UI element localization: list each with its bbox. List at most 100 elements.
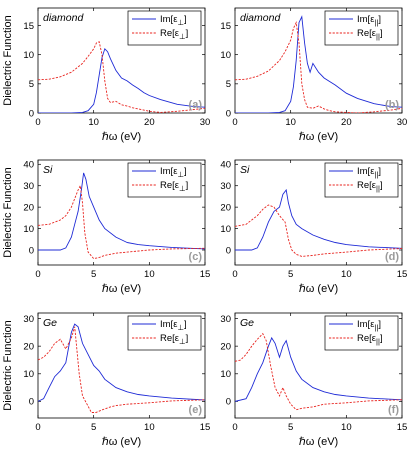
legend-entry: Im[ε||] xyxy=(357,166,381,179)
y-tick-label: 20 xyxy=(220,202,231,213)
axes-frame xyxy=(37,159,206,266)
x-axis-label: ℏω (eV) xyxy=(102,283,141,295)
x-axis-label: ℏω (eV) xyxy=(299,283,338,295)
legend-entry: Re[ε⊥] xyxy=(160,28,188,41)
panel-tag: (a) xyxy=(189,99,203,111)
x-tick-label: 10 xyxy=(341,422,352,433)
y-tick-label: 20 xyxy=(23,341,34,352)
y-tick-label: 0 xyxy=(226,245,231,256)
legend-entry: Re[ε||] xyxy=(357,333,383,346)
panel-e: 0 5 10 15 0 10 20 30 Ge (e) Im[ε⊥]Re[ε⊥] ℏω (eV) Die… xyxy=(2,312,211,448)
series-im-line xyxy=(235,336,402,402)
x-tick-label: 30 xyxy=(200,117,211,128)
x-tick-label: 5 xyxy=(288,269,293,280)
legend: Im[ε⊥]Re[ε⊥] xyxy=(127,10,202,46)
x-tick-label: 10 xyxy=(285,117,296,128)
x-tick-label: 15 xyxy=(200,269,211,280)
panel-tag: (c) xyxy=(189,251,203,263)
panel-tag: (e) xyxy=(189,404,203,416)
series-im-line xyxy=(38,172,205,251)
material-label: Ge xyxy=(43,317,57,329)
axes-frame xyxy=(234,7,403,114)
y-tick-label: 40 xyxy=(23,160,34,171)
x-axis-label: ℏω (eV) xyxy=(299,436,338,448)
x-tick-label: 20 xyxy=(341,117,352,128)
panel-tag: (b) xyxy=(385,99,399,111)
x-tick-label: 0 xyxy=(35,269,40,280)
series-re-line xyxy=(235,204,402,257)
series-im-line xyxy=(235,188,402,251)
y-tick-label: 0 xyxy=(29,397,34,408)
y-tick-label: 20 xyxy=(23,202,34,213)
x-tick-label: 20 xyxy=(144,117,155,128)
y-tick-label: 0 xyxy=(226,397,231,408)
axes-frame xyxy=(37,312,206,419)
x-tick-label: 10 xyxy=(88,117,99,128)
legend-box xyxy=(324,162,399,198)
series-re-line xyxy=(38,326,205,413)
x-axis-label: ℏω (eV) xyxy=(299,131,338,143)
series-re-line xyxy=(235,332,402,411)
panel-a: 0 10 20 30 0 5 10 15 diamond (a) Im[ε⊥]Re[ε⊥] ℏω (e… xyxy=(2,7,211,143)
series-im-line xyxy=(235,15,402,113)
legend: Im[ε||]Re[ε||] xyxy=(324,10,399,46)
legend: Im[ε⊥]Re[ε⊥] xyxy=(127,315,202,351)
panel-f: 0 5 10 15 0 10 20 30 Ge (f) Im[ε||]Re[ε||] ℏω (eV) xyxy=(220,312,408,448)
x-tick-label: 30 xyxy=(397,117,408,128)
panel-tag: (d) xyxy=(385,251,399,263)
y-tick-label: 5 xyxy=(226,79,231,90)
material-label: Si xyxy=(43,164,53,176)
legend: Im[ε||]Re[ε||] xyxy=(324,315,399,351)
y-tick-label: 15 xyxy=(23,21,34,32)
legend-box xyxy=(127,315,202,351)
y-tick-label: 10 xyxy=(23,224,34,235)
x-tick-label: 5 xyxy=(91,422,96,433)
legend-entry: Im[ε⊥] xyxy=(160,14,187,27)
material-label: Si xyxy=(240,164,250,176)
legend-entry: Im[ε||] xyxy=(357,319,381,332)
material-label: diamond xyxy=(43,12,84,24)
y-tick-label: 10 xyxy=(220,50,231,61)
x-tick-label: 0 xyxy=(232,117,237,128)
legend-entry: Re[ε||] xyxy=(357,28,383,41)
x-tick-label: 10 xyxy=(144,422,155,433)
series-im-line xyxy=(38,323,205,402)
y-tick-label: 30 xyxy=(23,181,34,192)
y-tick-label: 0 xyxy=(29,108,34,119)
legend-box xyxy=(324,315,399,351)
x-tick-label: 10 xyxy=(341,269,352,280)
y-tick-label: 0 xyxy=(226,108,231,119)
series-re-line xyxy=(235,21,402,113)
x-tick-label: 15 xyxy=(200,422,211,433)
legend: Im[ε||]Re[ε||] xyxy=(324,162,399,198)
legend-entry: Im[ε⊥] xyxy=(160,166,187,179)
panel-tag: (f) xyxy=(388,404,399,416)
legend-box xyxy=(324,10,399,46)
x-tick-label: 5 xyxy=(91,269,96,280)
x-tick-label: 0 xyxy=(35,117,40,128)
x-axis-label: ℏω (eV) xyxy=(102,131,141,143)
x-tick-label: 10 xyxy=(144,269,155,280)
y-axis-label: Dielectric Function xyxy=(2,167,14,257)
y-tick-label: 40 xyxy=(220,160,231,171)
y-tick-label: 10 xyxy=(220,224,231,235)
x-tick-label: 0 xyxy=(232,269,237,280)
legend-entry: Im[ε⊥] xyxy=(160,319,187,332)
material-label: Ge xyxy=(240,317,254,329)
x-tick-label: 15 xyxy=(397,269,408,280)
legend: Im[ε⊥]Re[ε⊥] xyxy=(127,162,202,198)
axes-frame xyxy=(234,159,403,266)
panel-b: 0 10 20 30 0 5 10 15 diamond (b) Im[ε||]Re[ε||] ℏω … xyxy=(220,7,408,143)
legend-box xyxy=(127,10,202,46)
material-label: diamond xyxy=(240,12,281,24)
legend-box xyxy=(127,162,202,198)
legend-entry: Re[ε⊥] xyxy=(160,333,188,346)
y-tick-label: 20 xyxy=(220,341,231,352)
y-tick-label: 10 xyxy=(220,369,231,380)
axes-frame xyxy=(234,312,403,419)
series-im-line xyxy=(38,47,205,113)
y-tick-label: 10 xyxy=(23,369,34,380)
y-tick-label: 0 xyxy=(29,245,34,256)
x-tick-label: 15 xyxy=(397,422,408,433)
